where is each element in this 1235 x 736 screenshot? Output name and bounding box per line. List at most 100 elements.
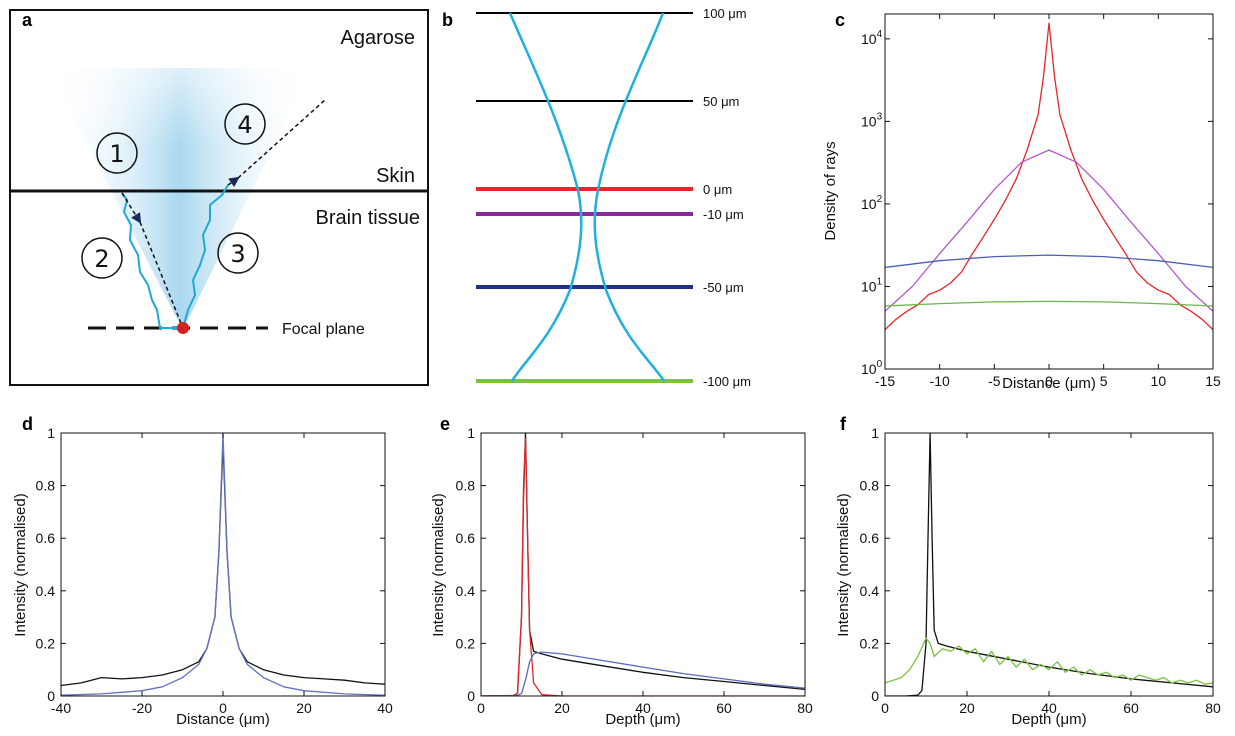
- series-line-d-0: [61, 442, 385, 687]
- y-tick-label: 0.8: [456, 478, 476, 494]
- series-line-c-0: [885, 22, 1213, 331]
- plot-frame-d: [60, 432, 386, 697]
- y-tick-label: 0: [47, 688, 55, 704]
- y-tick-label: 0.2: [456, 635, 476, 651]
- panel-label-c: c: [835, 10, 845, 30]
- beam-envelope-right: [593, 12, 666, 382]
- label-focal-plane: Focal plane: [282, 321, 365, 338]
- x-tick-label: 0: [1045, 373, 1053, 389]
- series-line-c-1: [885, 149, 1213, 312]
- y-tick-label: 1: [871, 425, 879, 441]
- path-number-2: 2: [94, 245, 109, 273]
- label-skin: Skin: [376, 165, 415, 187]
- plane-label-2: 0 μm: [703, 182, 732, 197]
- x-tick-label: 80: [797, 700, 813, 716]
- label-brain-tissue: Brain tissue: [316, 207, 421, 229]
- y-tick-label: 103: [861, 111, 883, 129]
- refraction-arrow-right: [227, 176, 240, 188]
- y-axis-label-e: Intensity (normalised): [430, 493, 447, 636]
- label-agarose: Agarose: [341, 27, 416, 49]
- y-tick-label: 0.2: [860, 635, 880, 651]
- series-line-e-1: [481, 437, 805, 696]
- path-number-2-circle: [81, 237, 123, 279]
- path-number-4-circle: [224, 103, 266, 145]
- x-tick-label: -15: [875, 373, 895, 389]
- y-axis-label-d: Intensity (normalised): [12, 493, 29, 636]
- x-axis-label-e: Depth (μm): [605, 711, 680, 728]
- panel-label-f: f: [840, 414, 847, 434]
- y-tick-label: 100: [861, 359, 883, 377]
- path-number-1: 1: [109, 140, 124, 168]
- scatter-path-2: [121, 192, 183, 329]
- chart-panel-f: f 0 20 40 60 80 0 0.2 0.4 0.6 0.8 1 Depth (μm) Intens…: [835, 414, 1221, 728]
- x-tick-label: -5: [988, 373, 1001, 389]
- plane-label-1: 50 μm: [703, 94, 739, 109]
- y-axis-label-f: Intensity (normalised): [835, 493, 852, 636]
- reflection-arrow-left: [121, 192, 142, 224]
- series-line-e-2: [481, 651, 805, 696]
- panel-label-b: b: [442, 10, 453, 30]
- x-tick-label: 60: [1123, 700, 1139, 716]
- y-tick-label: 0.6: [36, 530, 56, 546]
- panel-a: a 1 2 3 4 Agarose Skin Brain tissue Fo: [9, 9, 429, 386]
- y-tick-label: 0.2: [36, 635, 56, 651]
- path-number-3-circle: [217, 232, 259, 274]
- y-tick-label: 0.8: [860, 478, 880, 494]
- focal-point: [177, 322, 189, 334]
- chart-panel-d: d -40 -20 0 20 40 0 0.2 0.4 0.6 0.8 1 Distance (μm) I…: [12, 414, 393, 728]
- x-axis-label-f: Depth (μm): [1011, 711, 1086, 728]
- x-tick-label: 0: [219, 700, 227, 716]
- y-tick-label: 102: [861, 194, 883, 212]
- y-tick-label: 0.4: [456, 583, 476, 599]
- x-tick-label: 40: [1041, 700, 1057, 716]
- x-tick-label: 15: [1205, 373, 1221, 389]
- plane-label-4: -50 μm: [703, 280, 744, 295]
- y-tick-label: 101: [861, 276, 883, 294]
- x-tick-label: 20: [554, 700, 570, 716]
- x-axis-label-c: Distance (μm): [1002, 375, 1096, 392]
- x-tick-label: -10: [930, 373, 950, 389]
- x-tick-label: 20: [959, 700, 975, 716]
- refraction-line-right: [237, 99, 326, 179]
- y-tick-label: 1: [467, 425, 475, 441]
- x-tick-label: 40: [635, 700, 651, 716]
- x-tick-label: -40: [51, 700, 71, 716]
- x-tick-label: 5: [1100, 373, 1108, 389]
- y-tick-label: 0.4: [860, 583, 880, 599]
- series-line-c-2: [885, 254, 1213, 269]
- y-axis-label-c: Density of rays: [822, 141, 839, 240]
- beam-envelope-left: [508, 12, 583, 382]
- path-number-4: 4: [237, 111, 252, 139]
- panel-b: b 100 μm 50 μm 0 μm -10 μm -50 μm -100 μm: [442, 6, 751, 389]
- x-tick-label: 20: [296, 700, 312, 716]
- x-tick-label: 60: [716, 700, 732, 716]
- y-tick-label: 0: [467, 688, 475, 704]
- plot-frame-c: [884, 13, 1214, 370]
- series-line-f-1: [885, 637, 1213, 685]
- series-line-e-0: [481, 433, 805, 696]
- path-number-3: 3: [230, 240, 245, 268]
- y-tick-label: 0.6: [456, 530, 476, 546]
- plot-frame-e: [480, 432, 806, 697]
- reflection-line-left: [139, 221, 184, 329]
- x-tick-label: -20: [132, 700, 152, 716]
- x-tick-label: 0: [477, 700, 485, 716]
- y-tick-label: 0.6: [860, 530, 880, 546]
- series-line-d-1: [61, 433, 385, 696]
- x-tick-label: 80: [1205, 700, 1221, 716]
- y-tick-label: 0.4: [36, 583, 56, 599]
- x-tick-label: 40: [377, 700, 393, 716]
- chart-panel-c: c -15 -10 -5 0 5 10 15 100 101 102 103 104 Distance (…: [822, 10, 1221, 392]
- x-tick-label: 0: [881, 700, 889, 716]
- y-tick-label: 0: [871, 688, 879, 704]
- panel-a-frame: [9, 9, 429, 386]
- panel-label-e: e: [440, 414, 450, 434]
- y-tick-label: 0.8: [36, 478, 56, 494]
- panel-label-a: a: [22, 10, 33, 30]
- series-line-c-3: [885, 300, 1213, 307]
- y-tick-label: 1: [47, 425, 55, 441]
- plane-label-3: -10 μm: [703, 207, 744, 222]
